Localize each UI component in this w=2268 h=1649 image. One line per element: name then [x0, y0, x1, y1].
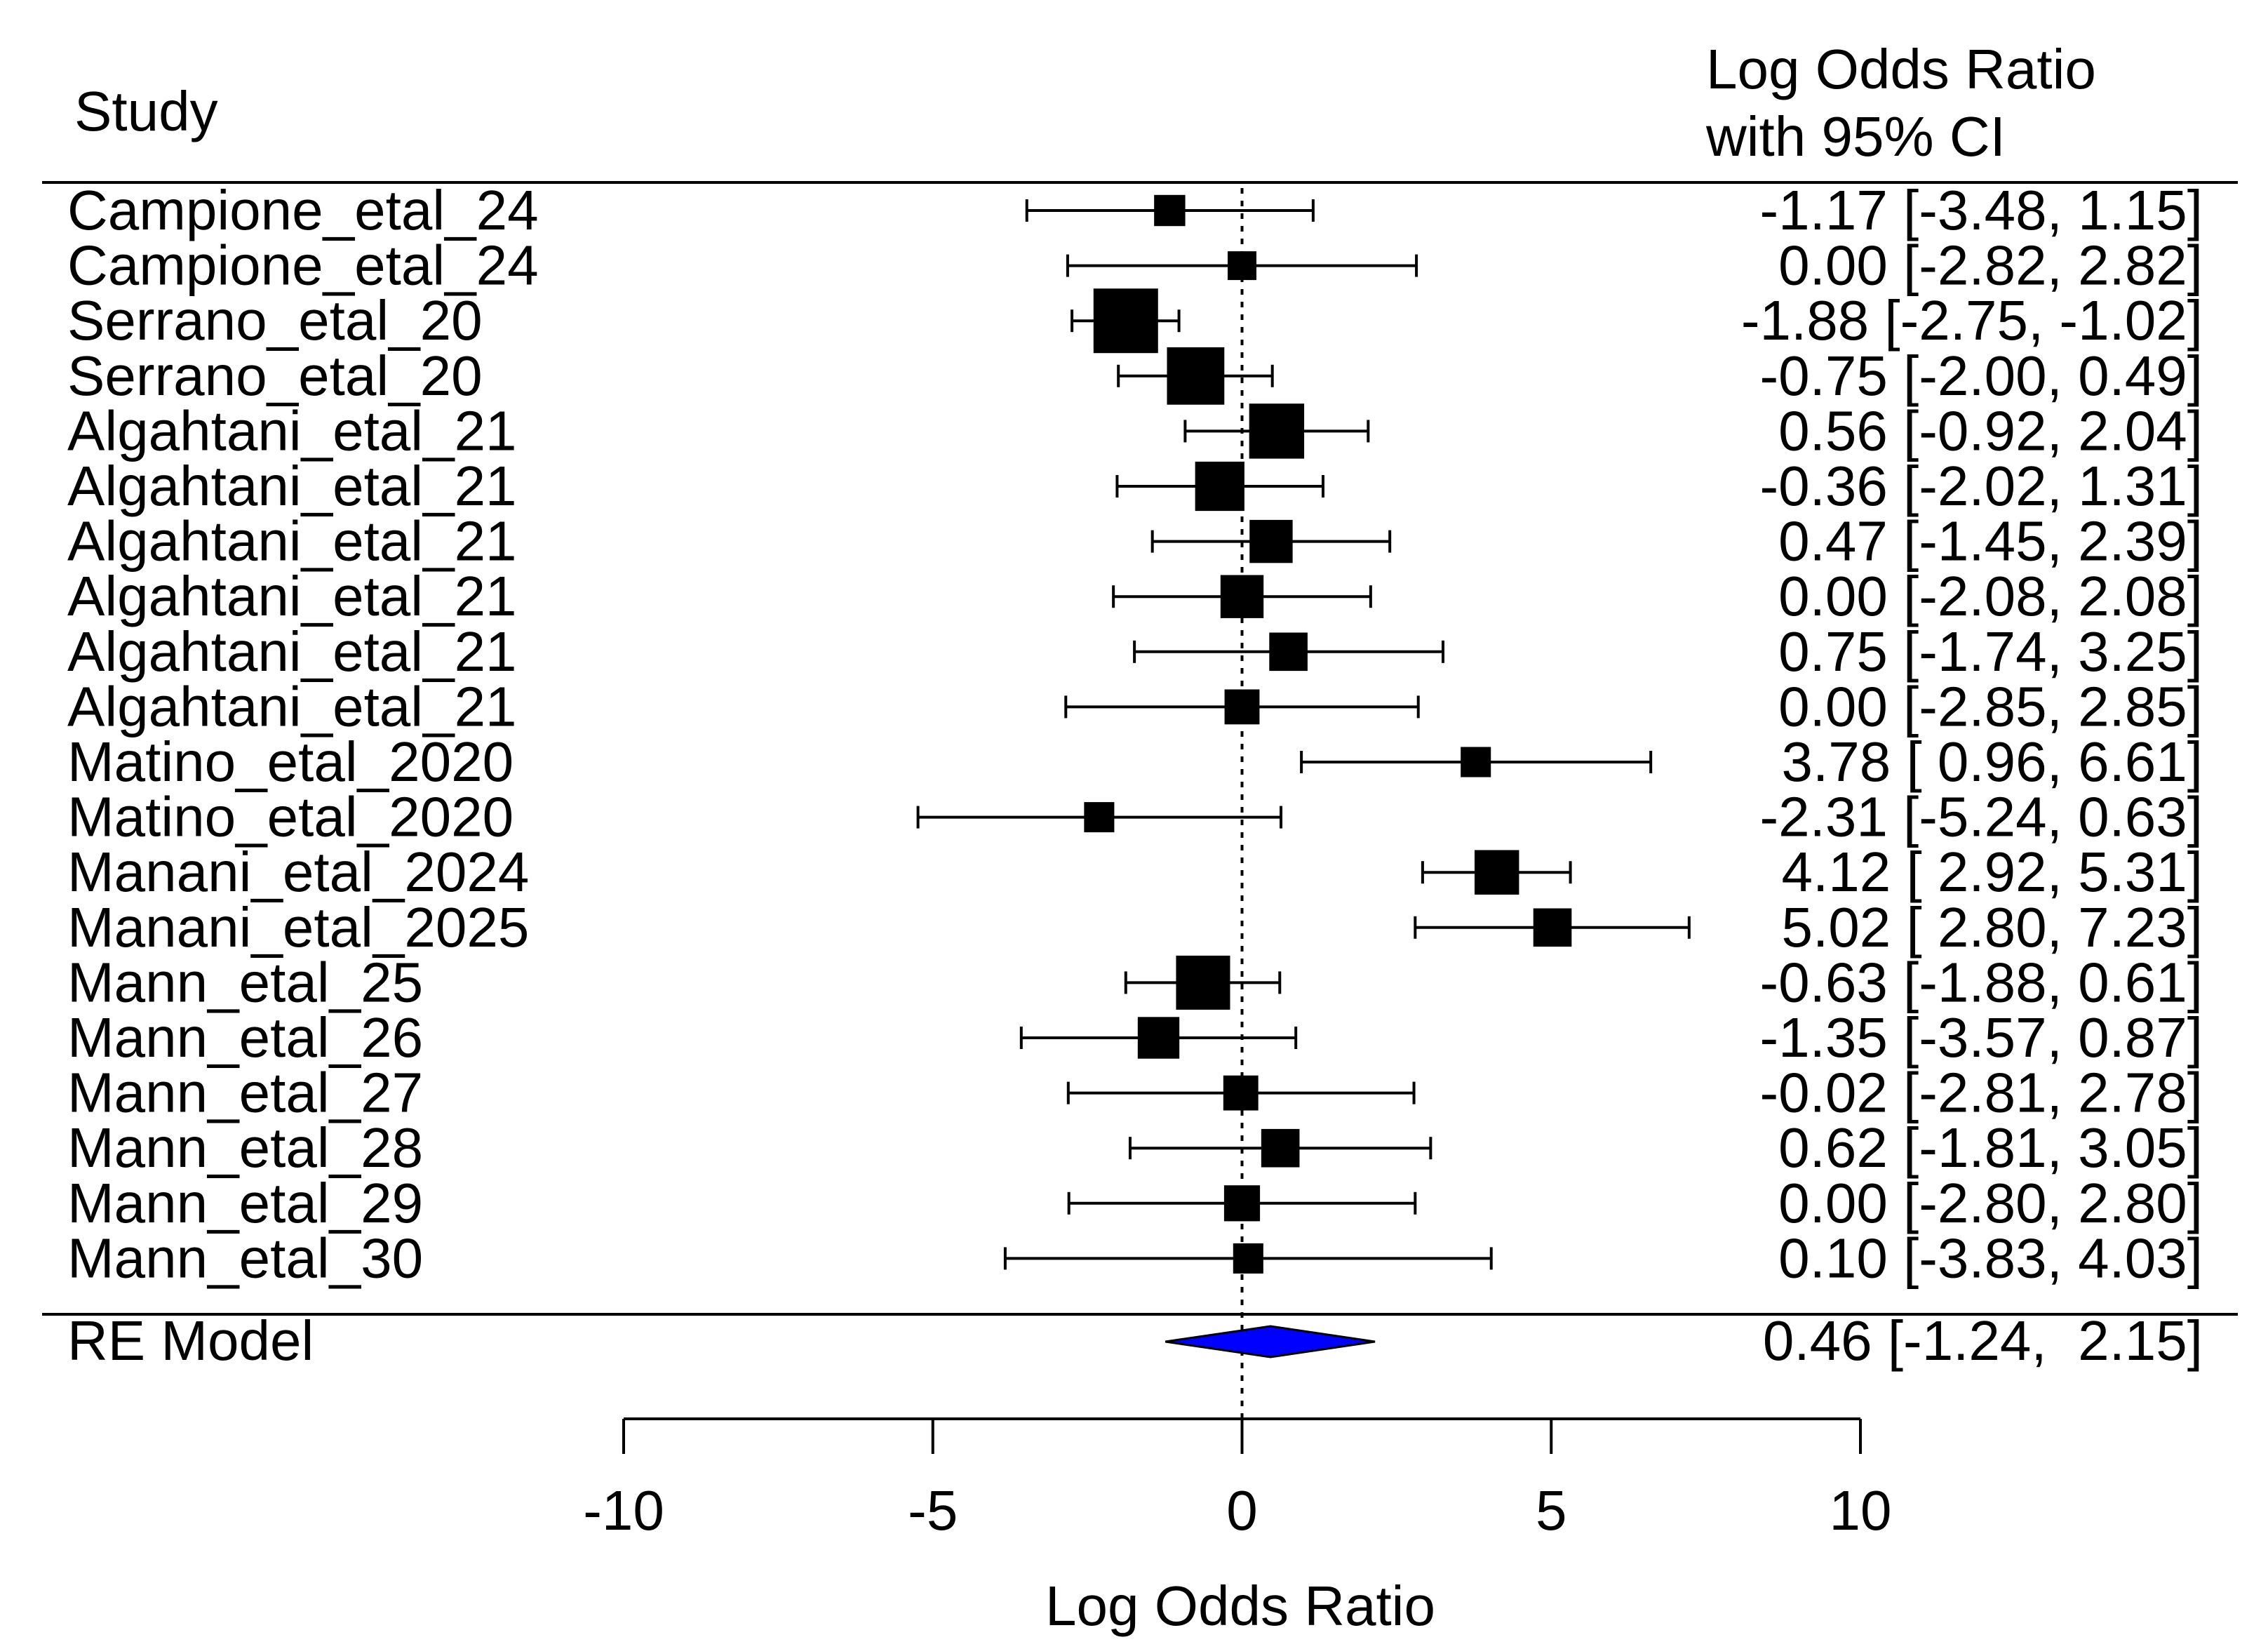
estimate-ci-text: 0.10 [-3.83, 4.03] [1778, 1227, 2203, 1289]
study-rows: Campione_etal_24 -1.17 [-3.48, 1.15]Campi… [67, 179, 2203, 1289]
point-estimate-square [1223, 1075, 1259, 1111]
estimate-ci-text: 0.00 [-2.08, 2.08] [1778, 565, 2203, 627]
x-tick-label: 5 [1536, 1479, 1567, 1542]
point-estimate-square [1093, 288, 1158, 354]
point-estimate-square [1261, 1128, 1300, 1168]
point-estimate-square [1154, 194, 1186, 227]
x-tick-label: -10 [583, 1479, 664, 1542]
study-row: Mann_etal_29 0.00 [-2.80, 2.80] [67, 1172, 2203, 1234]
study-name: Manani_etal_2025 [67, 896, 529, 959]
study-name: Mann_etal_28 [67, 1116, 423, 1179]
study-name: Algahtani_etal_21 [67, 675, 517, 737]
estimate-ci-text: -0.75 [-2.00, 0.49] [1759, 345, 2203, 407]
point-estimate-square [1167, 347, 1225, 405]
study-row: Mann_etal_30 0.10 [-3.83, 4.03] [67, 1227, 2203, 1289]
study-row: Mann_etal_26 -1.35 [-3.57, 0.87] [67, 1006, 2203, 1069]
estimate-ci-text: 0.00 [-2.80, 2.80] [1778, 1172, 2203, 1234]
estimate-ci-text: 0.62 [-1.81, 3.05] [1778, 1116, 2203, 1179]
estimate-column-header-line2: with 95% CI [1705, 105, 2006, 168]
point-estimate-square [1220, 575, 1264, 618]
study-row: Algahtani_etal_21 0.56 [-0.92, 2.04] [67, 399, 2203, 462]
study-name: Mann_etal_29 [67, 1172, 423, 1234]
estimate-column-header-line1: Log Odds Ratio [1706, 38, 2096, 100]
study-row: Mann_etal_27 -0.02 [-2.81, 2.78] [67, 1062, 2203, 1124]
estimate-ci-text: 4.12 [ 2.92, 5.31] [1782, 841, 2203, 903]
study-name: Mann_etal_25 [67, 951, 423, 1013]
estimate-ci-text: 5.02 [ 2.80, 7.23] [1782, 896, 2203, 959]
study-row: Campione_etal_24 0.00 [-2.82, 2.82] [67, 234, 2203, 297]
point-estimate-square [1249, 403, 1305, 459]
point-estimate-square [1223, 1185, 1261, 1222]
x-axis-ticks: -10 -5 0 5 10 [583, 1419, 1891, 1542]
study-row: Manani_etal_2024 4.12 [ 2.92, 5.31] [67, 841, 2203, 903]
point-estimate-square [1228, 251, 1256, 281]
summary-label: RE Model [67, 1309, 314, 1372]
estimate-ci-text: 0.00 [-2.85, 2.85] [1778, 675, 2203, 737]
study-row: Matino_etal_2020 3.78 [ 0.96, 6.61] [67, 730, 2203, 793]
study-row: Matino_etal_2020 -2.31 [-5.24, 0.63] [67, 786, 2203, 848]
estimate-ci-text: -2.31 [-5.24, 0.63] [1759, 786, 2203, 848]
estimate-ci-text: -0.36 [-2.02, 1.31] [1759, 455, 2203, 517]
point-estimate-square [1249, 519, 1293, 563]
study-name: Campione_etal_24 [67, 234, 539, 297]
summary-estimate-text: 0.46 [-1.24, 2.15] [1763, 1309, 2203, 1372]
x-axis: -10 -5 0 5 10 Log Odds Ratio [583, 1417, 1891, 1637]
study-row: Algahtani_etal_21 -0.36 [-2.02, 1.31] [67, 455, 2203, 517]
study-name: Mann_etal_30 [67, 1227, 423, 1289]
estimate-ci-text: -1.35 [-3.57, 0.87] [1759, 1006, 2203, 1069]
study-row: Algahtani_etal_21 0.75 [-1.74, 3.25] [67, 620, 2203, 683]
study-name: Algahtani_etal_21 [67, 399, 517, 462]
estimate-ci-text: 0.47 [-1.45, 2.39] [1778, 510, 2203, 573]
plot-header: Study Log Odds Ratio with 95% CI [74, 38, 2096, 168]
study-name: Manani_etal_2024 [67, 841, 529, 903]
study-row: Campione_etal_24 -1.17 [-3.48, 1.15] [67, 179, 2203, 241]
study-name: Algahtani_etal_21 [67, 510, 517, 573]
study-name: Algahtani_etal_21 [67, 620, 517, 683]
study-row: Mann_etal_28 0.62 [-1.81, 3.05] [67, 1116, 2203, 1179]
estimate-ci-text: -0.63 [-1.88, 0.61] [1759, 951, 2203, 1013]
estimate-ci-text: -1.17 [-3.48, 1.15] [1759, 179, 2203, 241]
study-name: Algahtani_etal_21 [67, 455, 517, 517]
study-name: Mann_etal_26 [67, 1006, 423, 1069]
study-name: Matino_etal_2020 [67, 730, 514, 793]
study-row: Algahtani_etal_21 0.00 [-2.08, 2.08] [67, 565, 2203, 627]
study-name: Matino_etal_2020 [67, 786, 514, 848]
study-column-header: Study [74, 80, 218, 142]
study-row: Algahtani_etal_21 0.47 [-1.45, 2.39] [67, 510, 2203, 573]
point-estimate-square [1533, 908, 1572, 947]
point-estimate-square [1461, 747, 1491, 777]
x-axis-label: Log Odds Ratio [1045, 1575, 1435, 1637]
summary-diamond [1165, 1325, 1376, 1358]
estimate-ci-text: 3.78 [ 0.96, 6.61] [1782, 730, 2203, 793]
study-row: Serrano_etal_20 -1.88 [-2.75, -1.02] [67, 288, 2203, 354]
summary-row: RE Model 0.46 [-1.24, 2.15] [67, 1309, 2203, 1372]
point-estimate-square [1233, 1243, 1263, 1274]
point-estimate-square [1224, 689, 1260, 725]
estimate-ci-text: 0.56 [-0.92, 2.04] [1778, 399, 2203, 462]
x-tick-label: 0 [1226, 1479, 1258, 1542]
point-estimate-square [1269, 632, 1308, 672]
x-tick-label: -5 [908, 1479, 958, 1542]
estimate-ci-text: 0.00 [-2.82, 2.82] [1778, 234, 2203, 297]
study-name: Mann_etal_27 [67, 1062, 423, 1124]
study-row: Mann_etal_25 -0.63 [-1.88, 0.61] [67, 951, 2203, 1013]
estimate-ci-text: -1.88 [-2.75, -1.02] [1741, 289, 2203, 352]
study-name: Serrano_etal_20 [67, 289, 483, 352]
study-name: Campione_etal_24 [67, 179, 539, 241]
study-row: Serrano_etal_20 -0.75 [-2.00, 0.49] [67, 345, 2203, 407]
point-estimate-square [1137, 1017, 1180, 1059]
point-estimate-square [1176, 955, 1230, 1010]
x-tick-label: 10 [1830, 1479, 1892, 1542]
study-name: Algahtani_etal_21 [67, 565, 517, 627]
point-estimate-square [1195, 461, 1244, 512]
study-name: Serrano_etal_20 [67, 345, 483, 407]
study-row: Algahtani_etal_21 0.00 [-2.85, 2.85] [67, 675, 2203, 737]
estimate-ci-text: -0.02 [-2.81, 2.78] [1759, 1062, 2203, 1124]
point-estimate-square [1474, 850, 1519, 895]
estimate-ci-text: 0.75 [-1.74, 3.25] [1778, 620, 2203, 683]
study-row: Manani_etal_2025 5.02 [ 2.80, 7.23] [67, 896, 2203, 959]
point-estimate-square [1084, 802, 1115, 833]
